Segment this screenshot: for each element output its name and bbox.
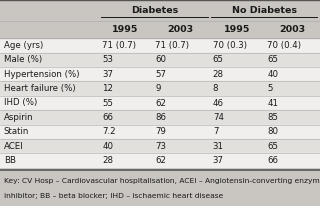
- Text: 66: 66: [267, 156, 278, 165]
- Text: 79: 79: [155, 127, 166, 136]
- Text: No Diabetes: No Diabetes: [232, 6, 297, 15]
- Text: 40: 40: [102, 142, 113, 151]
- Text: 1995: 1995: [112, 25, 139, 34]
- Bar: [0, 125, 320, 139]
- Text: 46: 46: [213, 98, 224, 108]
- Text: Age (yrs): Age (yrs): [4, 41, 43, 50]
- Text: 71 (0.7): 71 (0.7): [155, 41, 189, 50]
- Text: 65: 65: [267, 142, 278, 151]
- Text: 70 (0.3): 70 (0.3): [213, 41, 247, 50]
- Text: 8: 8: [213, 84, 218, 93]
- Text: Heart failure (%): Heart failure (%): [4, 84, 76, 93]
- Text: 62: 62: [155, 156, 166, 165]
- Text: 80: 80: [267, 127, 278, 136]
- Bar: [0, 110, 320, 125]
- Text: BB: BB: [4, 156, 16, 165]
- Text: 66: 66: [102, 113, 113, 122]
- Text: Male (%): Male (%): [4, 55, 42, 64]
- Text: 65: 65: [213, 55, 224, 64]
- Bar: [0, 53, 320, 67]
- Text: 62: 62: [155, 98, 166, 108]
- Text: Diabetes: Diabetes: [131, 6, 178, 15]
- Text: IHD (%): IHD (%): [4, 98, 37, 108]
- Bar: [0, 96, 320, 110]
- Bar: [0, 21, 320, 38]
- Text: 73: 73: [155, 142, 166, 151]
- Bar: [0, 67, 320, 81]
- Text: 85: 85: [267, 113, 278, 122]
- Text: 28: 28: [213, 70, 224, 79]
- Text: 2003: 2003: [279, 25, 305, 34]
- Bar: [0, 153, 320, 168]
- Text: 1995: 1995: [224, 25, 250, 34]
- Text: 86: 86: [155, 113, 166, 122]
- Bar: [0, 0, 320, 21]
- Bar: [0, 38, 320, 53]
- Text: Hypertension (%): Hypertension (%): [4, 70, 79, 79]
- Text: 65: 65: [267, 55, 278, 64]
- Text: 37: 37: [213, 156, 224, 165]
- Text: 41: 41: [267, 98, 278, 108]
- Text: 7.2: 7.2: [102, 127, 116, 136]
- Text: inhibitor; BB – beta blocker; IHD – ischaemic heart disease: inhibitor; BB – beta blocker; IHD – isch…: [4, 193, 223, 199]
- Text: 7: 7: [213, 127, 218, 136]
- Text: 37: 37: [102, 70, 113, 79]
- Text: 40: 40: [267, 70, 278, 79]
- Text: 57: 57: [155, 70, 166, 79]
- Text: 9: 9: [155, 84, 161, 93]
- Text: ACEI: ACEI: [4, 142, 24, 151]
- Text: 74: 74: [213, 113, 224, 122]
- Bar: [0, 139, 320, 153]
- Text: 2003: 2003: [168, 25, 194, 34]
- Text: 53: 53: [102, 55, 113, 64]
- Text: 71 (0.7): 71 (0.7): [102, 41, 136, 50]
- Text: 60: 60: [155, 55, 166, 64]
- Text: 70 (0.4): 70 (0.4): [267, 41, 301, 50]
- Text: 55: 55: [102, 98, 113, 108]
- Text: 12: 12: [102, 84, 113, 93]
- Text: Key: CV Hosp – Cardiovascular hospitalisation, ACEI – Angiotensin-converting enz: Key: CV Hosp – Cardiovascular hospitalis…: [4, 178, 320, 184]
- Text: 28: 28: [102, 156, 113, 165]
- Text: 31: 31: [213, 142, 224, 151]
- Text: Aspirin: Aspirin: [4, 113, 34, 122]
- Bar: [0, 170, 320, 206]
- Text: 5: 5: [267, 84, 273, 93]
- Bar: [0, 81, 320, 96]
- Text: Statin: Statin: [4, 127, 29, 136]
